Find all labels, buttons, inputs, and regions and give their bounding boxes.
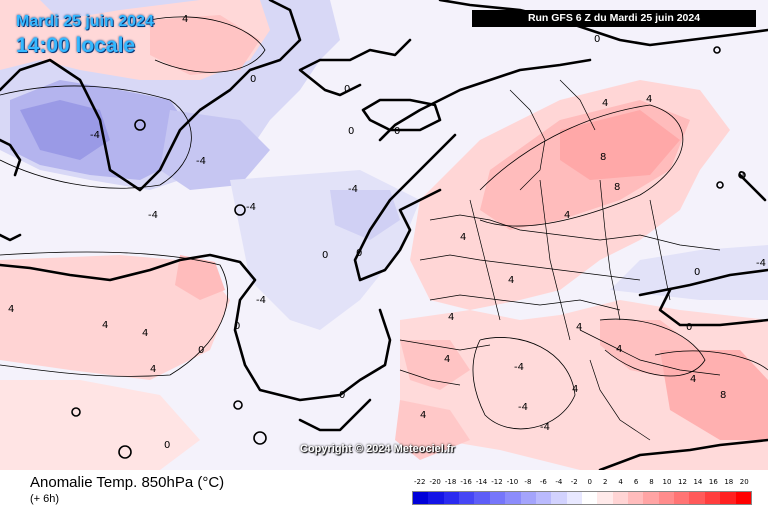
scale-swatch bbox=[612, 492, 629, 504]
scale-label: 12 bbox=[677, 478, 687, 486]
scale-label: 20 bbox=[739, 478, 749, 486]
scale-label: -6 bbox=[539, 478, 547, 486]
legend-subtitle: (+ 6h) bbox=[30, 493, 60, 505]
map-label: 0 bbox=[738, 170, 744, 181]
map-label: -4 bbox=[246, 202, 256, 213]
scale-label: 6 bbox=[633, 478, 639, 486]
scale-swatch bbox=[597, 492, 613, 504]
scale-swatch bbox=[520, 492, 536, 504]
map-label: 0 bbox=[694, 267, 700, 278]
scale-swatch bbox=[413, 492, 429, 504]
map-label: 4 bbox=[150, 364, 156, 375]
scale-swatch bbox=[489, 492, 506, 504]
scale-swatch bbox=[474, 492, 490, 504]
map-label: 8 bbox=[720, 390, 726, 401]
scale-swatch bbox=[658, 492, 675, 504]
map-label: 0 bbox=[686, 322, 692, 333]
map-label: 0 bbox=[322, 250, 328, 261]
map-label: 4 bbox=[564, 210, 570, 221]
map-label: 0 bbox=[394, 126, 400, 137]
scale-label: -20 bbox=[429, 478, 441, 486]
map-label: -4 bbox=[148, 210, 158, 221]
map-label: 8 bbox=[600, 152, 606, 163]
scale-label: -2 bbox=[570, 478, 578, 486]
scale-label: 10 bbox=[662, 478, 672, 486]
scale-swatch bbox=[689, 492, 705, 504]
map-label: 0 bbox=[344, 84, 350, 95]
map-label: -4 bbox=[518, 402, 528, 413]
map-label: 0 bbox=[198, 345, 204, 356]
scale-label: 4 bbox=[618, 478, 623, 486]
map-label: 4 bbox=[102, 320, 108, 331]
map-label: -4 bbox=[756, 258, 766, 269]
map-label: 4 bbox=[690, 374, 696, 385]
map-label: 8 bbox=[614, 182, 620, 193]
map-label-group: 4 -4 -4 -4 -4 -4 -4 -4 -4 -4 -4 0 0 0 0 … bbox=[8, 14, 766, 451]
map-label: 4 bbox=[576, 322, 582, 333]
scale-label: 0 bbox=[587, 478, 592, 486]
scale-swatch bbox=[643, 492, 659, 504]
map-label: -4 bbox=[514, 362, 524, 373]
scale-swatch bbox=[505, 492, 521, 504]
scale-swatch bbox=[535, 492, 552, 504]
scale-swatch bbox=[704, 492, 721, 504]
scale-label: -10 bbox=[506, 478, 519, 486]
map-label: 4 bbox=[420, 410, 426, 421]
map-label: 4 bbox=[616, 344, 622, 355]
scale-swatch bbox=[674, 492, 690, 504]
map-label: 4 bbox=[448, 312, 454, 323]
map-label: 4 bbox=[646, 94, 652, 105]
scale-labels: -22 -20 -18 -16 -14 -12 -10 -8 -6 -4 -2 0 2 4 6 8 10 12 14… bbox=[412, 478, 752, 490]
scale-label: -18 bbox=[444, 478, 457, 486]
color-scale bbox=[412, 491, 752, 505]
map-label: -4 bbox=[256, 295, 266, 306]
map-label: 4 bbox=[444, 354, 450, 365]
scale-swatch bbox=[551, 492, 567, 504]
map-label: -4 bbox=[348, 184, 358, 195]
scale-swatch bbox=[581, 492, 598, 504]
scale-label: 18 bbox=[724, 478, 734, 486]
scale-swatch bbox=[459, 492, 475, 504]
legend-title: Anomalie Temp. 850hPa (°C) bbox=[30, 474, 225, 491]
map-label: 4 bbox=[142, 328, 148, 339]
map-label: 4 bbox=[572, 384, 578, 395]
scale-label: -14 bbox=[475, 478, 488, 486]
scale-swatch bbox=[443, 492, 460, 504]
scale-swatch bbox=[735, 492, 751, 504]
scale-label: -12 bbox=[491, 478, 503, 486]
map-label: 4 bbox=[508, 275, 514, 286]
scale-swatch bbox=[628, 492, 644, 504]
local-time: 14:00 locale bbox=[16, 34, 136, 57]
anomaly-map bbox=[0, 0, 768, 470]
scale-label: -8 bbox=[524, 478, 532, 486]
map-label: 4 bbox=[460, 232, 466, 243]
scale-label: -16 bbox=[460, 478, 472, 486]
anomaly-labels: 4 -4 -4 -4 -4 -4 -4 -4 -4 -4 -4 0 0 0 0 … bbox=[8, 14, 766, 451]
map-label: -4 bbox=[540, 422, 550, 433]
scale-label: 16 bbox=[708, 478, 718, 486]
map-label: -4 bbox=[90, 130, 100, 141]
scale-label: 8 bbox=[649, 478, 654, 486]
map-label: 0 bbox=[234, 321, 240, 332]
forecast-date: Mardi 25 juin 2024 bbox=[16, 13, 154, 30]
map-label: 0 bbox=[164, 440, 170, 451]
scale-swatch bbox=[428, 492, 444, 504]
scale-label: 2 bbox=[602, 478, 608, 486]
map-label: 0 bbox=[348, 126, 354, 137]
map-label: -4 bbox=[196, 156, 206, 167]
scale-label: -4 bbox=[555, 478, 563, 486]
map-label: 0 bbox=[594, 34, 600, 45]
scale-swatch bbox=[720, 492, 736, 504]
scale-label: 14 bbox=[693, 478, 703, 486]
map-label: 0 bbox=[250, 74, 256, 85]
copyright-text: Copyright © 2024 Meteociel.fr bbox=[300, 443, 455, 455]
map-label: 4 bbox=[602, 98, 608, 109]
scale-label: -22 bbox=[414, 478, 426, 486]
map-label: 0 bbox=[339, 390, 345, 401]
run-banner: Run GFS 6 Z du Mardi 25 juin 2024 bbox=[472, 10, 756, 27]
map-label: 4 bbox=[8, 304, 14, 315]
scale-swatch bbox=[566, 492, 582, 504]
map-label: 4 bbox=[182, 14, 188, 25]
map-label: 0 bbox=[356, 248, 362, 259]
